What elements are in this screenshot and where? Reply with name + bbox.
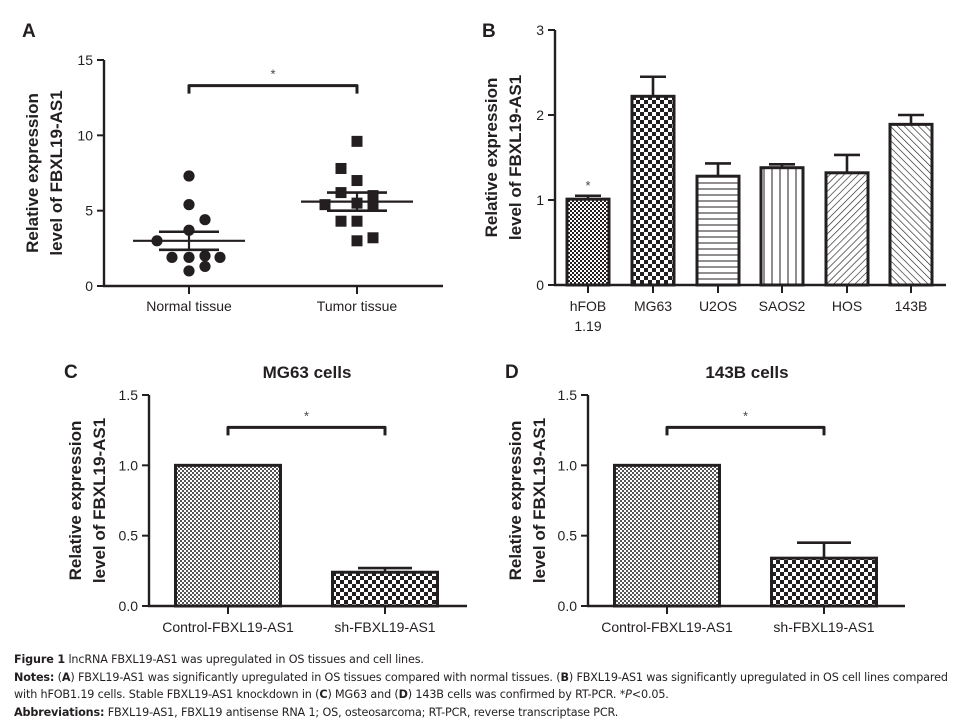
x-tick-label: 1.19: [574, 318, 601, 334]
data-point-square: [351, 175, 363, 187]
data-point-square: [351, 235, 363, 247]
bar: [759, 166, 805, 287]
panel-b-bar-chart: 0 1 2 3 Relative expression level of FBXL19-A…: [482, 22, 946, 334]
data-point-square: [367, 232, 379, 244]
bar: [695, 174, 741, 287]
bar: [888, 122, 934, 287]
y-axis-label-line: Relative expression: [66, 421, 85, 581]
chart-title: MG63 cells: [263, 363, 352, 382]
x-tick-label: HOS: [832, 298, 862, 314]
panel-label-b: B: [482, 21, 496, 42]
x-tick-label: Control-FBXL19-AS1: [601, 619, 733, 635]
significance-asterisk: *: [585, 178, 590, 193]
x-tick-label: Control-FBXL19-AS1: [162, 619, 294, 635]
caption-title-line: Figure 1 lncRNA FBXL19-AS1 was upregulat…: [14, 651, 954, 669]
y-axis-label: Relative expression level of FBXL19-AS1: [506, 418, 549, 583]
data-point-circle: [183, 251, 195, 263]
bar: [565, 197, 611, 287]
y-axis-label-line: Relative expression: [506, 421, 525, 581]
caption-abbreviations-text: FBXL19-AS1, FBXL19 antisense RNA 1; OS, …: [107, 705, 619, 719]
y-tick-label: 1.5: [558, 387, 578, 403]
panel-label-d: D: [505, 362, 519, 383]
x-tick-label: U2OS: [699, 298, 737, 314]
significance-bracket: [665, 425, 826, 436]
y-tick-label: 0: [85, 278, 93, 294]
y-axis-label: Relative expression level of FBXL19-AS1: [482, 75, 525, 240]
data-point-circle: [166, 251, 178, 263]
y-tick-label: 0: [536, 277, 544, 293]
y-axis-label-line: level of FBXL19-AS1: [530, 418, 549, 583]
significance-asterisk: *: [304, 408, 309, 423]
data-point-square: [367, 199, 379, 211]
figure-caption: Figure 1 lncRNA FBXL19-AS1 was upregulat…: [14, 651, 954, 721]
data-point-square: [367, 190, 379, 202]
y-tick-label: 0.0: [558, 598, 578, 614]
y-tick-label: 0.0: [119, 598, 139, 614]
caption-abbreviations-line: Abbreviations: FBXL19-AS1, FBXL19 antise…: [14, 704, 954, 722]
data-point-square: [351, 135, 363, 147]
caption-notes-line-1: Notes: (A) FBXL19-AS1 was significantly …: [14, 670, 948, 684]
caption-abbreviations-label: Abbreviations:: [14, 705, 105, 719]
caption-notes-label: Notes:: [14, 670, 55, 684]
y-axis-label-line: level of FBXL19-AS1: [90, 418, 109, 583]
y-axis-label-line: level of FBXL19-AS1: [506, 75, 525, 240]
y-tick-label: 1: [536, 192, 544, 208]
bar: [630, 94, 676, 287]
data-point-circle: [183, 199, 195, 211]
data-point-circle: [214, 251, 226, 263]
x-tick-label: sh-FBXL19-AS1: [773, 619, 874, 635]
chart-title: 143B cells: [705, 363, 788, 382]
significance-asterisk: *: [270, 67, 275, 82]
data-point-circle: [183, 170, 195, 182]
bar: [331, 570, 439, 608]
x-tick-label: MG63: [634, 298, 672, 314]
x-tick-label: 143B: [895, 298, 928, 314]
data-point-circle: [183, 265, 195, 277]
significance-bracket: [187, 84, 359, 94]
y-tick-label: 0.5: [558, 528, 578, 544]
bar: [770, 556, 878, 608]
data-point-square: [335, 162, 347, 174]
y-axis-label-line: level of FBXL19-AS1: [47, 90, 66, 255]
caption-title: lncRNA FBXL19-AS1 was upregulated in OS …: [68, 653, 424, 666]
y-axis-label-line: Relative expression: [23, 93, 42, 253]
y-tick-label: 0.5: [119, 528, 139, 544]
y-axis-label: Relative expression level of FBXL19-AS1: [66, 418, 109, 583]
caption-figure-label: Figure 1: [14, 653, 66, 666]
data-point-square: [319, 199, 331, 211]
data-point-circle: [199, 250, 211, 262]
panel-d-bar-chart: 0.0 0.5 1.0 1.5 Relative expression level of …: [506, 363, 905, 635]
y-tick-label: 1.0: [119, 457, 139, 473]
data-point-circle: [199, 260, 211, 273]
data-point-square: [335, 215, 347, 227]
data-point-square: [351, 215, 363, 227]
caption-notes-line-2: with hFOB1.19 cells. Stable FBXL19-AS1 k…: [14, 688, 669, 701]
significance-asterisk: *: [743, 408, 748, 423]
bar: [174, 463, 282, 608]
y-tick-label: 10: [77, 127, 93, 143]
y-tick-label: 15: [77, 52, 93, 68]
significance-bracket: [226, 425, 387, 436]
y-tick-label: 5: [85, 203, 93, 219]
y-tick-label: 2: [536, 107, 544, 123]
bar: [613, 463, 721, 608]
panel-a-scatter: 0 5 10 15 Relative expression level of FBXL19…: [23, 52, 443, 314]
bar: [824, 171, 870, 287]
y-tick-label: 3: [536, 22, 544, 38]
x-tick-label: Tumor tissue: [317, 298, 398, 314]
y-tick-label: 1.5: [119, 387, 139, 403]
y-axis-label-line: Relative expression: [482, 78, 501, 238]
data-point-circle: [199, 214, 211, 226]
x-tick-label: sh-FBXL19-AS1: [334, 619, 435, 635]
panel-c-bar-chart: 0.0 0.5 1.0 1.5 Relative expression level of …: [66, 363, 467, 635]
x-tick-label: Normal tissue: [146, 298, 232, 314]
x-tick-label: SAOS2: [759, 298, 806, 314]
y-axis-label: Relative expression level of FBXL19-AS1: [23, 90, 66, 255]
panel-label-a: A: [22, 21, 36, 42]
y-tick-label: 1.0: [558, 457, 578, 473]
x-tick-label: hFOB: [570, 298, 607, 314]
panel-label-c: C: [64, 362, 78, 383]
